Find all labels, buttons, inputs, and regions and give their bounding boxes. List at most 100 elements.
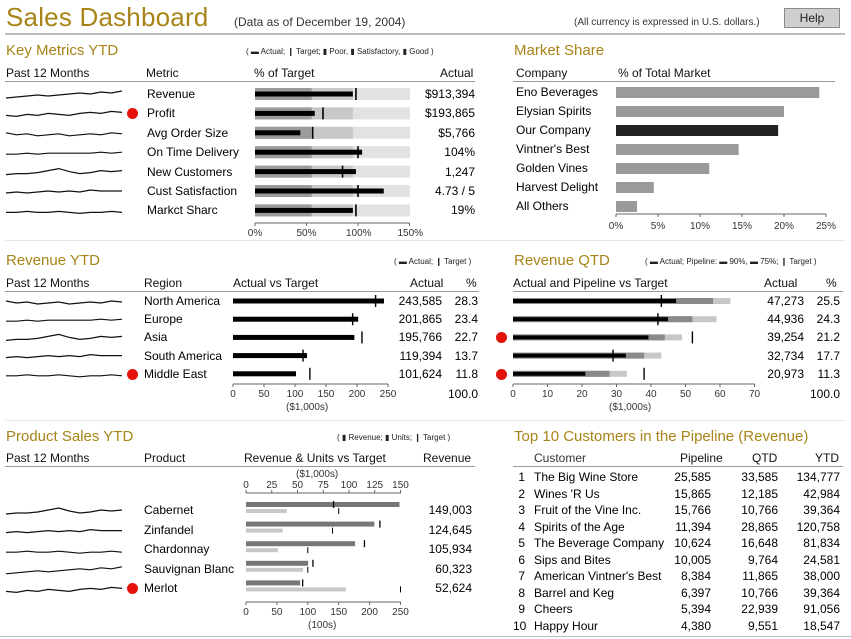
table-row[interactable]: 1 The Big Wine Store 25,585 33,585 134,777: [513, 470, 843, 486]
ms-header-rule: [513, 81, 835, 82]
ps-sparkline: [5, 528, 122, 534]
km-actual-bar: [255, 110, 315, 116]
km-sparkline: [5, 90, 123, 99]
tc-customer-name: American Vintner's Best: [534, 569, 662, 583]
tc-qtd-value: 28,865: [741, 519, 778, 534]
tc-ytd-value: 38,000: [803, 569, 840, 583]
rq-actual-value: 20,973: [767, 366, 804, 381]
revenue-qtd-title: Revenue QTD: [514, 252, 610, 269]
tc-col-ytd: YTD: [815, 451, 839, 465]
ry-pct-value: 23.4: [454, 312, 478, 327]
ry-col-past: Past 12 Months: [6, 276, 90, 290]
ry-sparkline: [5, 333, 123, 341]
ry-region-label: Europe: [144, 312, 183, 327]
ms-company-label: Golden Vines: [516, 161, 588, 175]
ps-revenue-value: 124,645: [428, 522, 472, 537]
alert-dot: [127, 368, 138, 380]
ps-revenue-bar: [246, 580, 301, 586]
ps-revenue-value: 60,323: [435, 561, 472, 576]
ry-actual-value: 101,624: [398, 366, 442, 381]
ps-sparkline: [5, 586, 123, 594]
ry-actual-bar: [233, 371, 297, 377]
km-axis-label: 100%: [346, 228, 372, 239]
ms-col-pct: % of Total Market: [618, 66, 711, 80]
tc-customer-name: Barrel and Keg: [534, 585, 615, 600]
ry-actual-bar: [233, 353, 308, 359]
product-sales-title: Product Sales YTD: [6, 428, 134, 445]
table-row[interactable]: 7 American Vintner's Best 8,384 11,865 38,00…: [513, 569, 843, 585]
rq-pct-value: 24.3: [816, 312, 840, 327]
table-row[interactable]: 5 The Beverage Company 10,624 16,648 81,834: [513, 536, 843, 552]
tc-pipeline-value: 8,384: [680, 569, 711, 583]
table-row[interactable]: 9 Cheers 5,394 22,939 91,056: [513, 602, 843, 618]
tc-qtd-value: 9,764: [747, 552, 778, 567]
km-sparkline: [5, 132, 123, 137]
ms-axis-label: 5%: [650, 221, 666, 232]
table-row[interactable]: 8 Barrel and Keg 6,397 10,766 39,364: [513, 586, 843, 602]
ps-bottom-axis-label: 100: [299, 607, 317, 618]
ry-region-label: North America: [144, 294, 221, 308]
ps-bottom-unit: (100s): [308, 620, 337, 631]
ry-actual-bar: [233, 298, 385, 304]
ps-units-bar: [246, 528, 283, 533]
tc-qtd-value: 33,585: [741, 470, 778, 484]
key-metrics-title: Key Metrics YTD: [6, 42, 119, 59]
ps-top-axis-label: 150: [392, 480, 409, 491]
tc-ytd-value: 81,834: [803, 536, 840, 550]
ps-sparkline: [6, 550, 123, 554]
tc-customer-name: Cheers: [534, 602, 573, 616]
ps-units-bar: [246, 587, 346, 592]
as-of-date: (Data as of December 19, 2004): [234, 15, 406, 29]
tc-pipeline-value: 6,397: [680, 585, 711, 600]
table-row[interactable]: 2 Wines 'R Us 15,865 12,185 42,984: [513, 487, 843, 503]
tc-ytd-value: 91,056: [803, 602, 840, 616]
table-row[interactable]: 3 Fruit of the Vine Inc. 15,766 10,766 39,36…: [513, 503, 843, 519]
tc-customer-name: Wines 'R Us: [534, 486, 600, 501]
rq-pct-value: 25.5: [816, 294, 840, 308]
table-row[interactable]: 4 Spirits of the Age 11,394 28,865 120,758: [513, 520, 843, 536]
tc-customer-name: The Big Wine Store: [534, 470, 639, 484]
ry-pct-value: 22.7: [454, 330, 478, 345]
help-button[interactable]: Help: [784, 8, 840, 28]
rq-total-pct: 100.0: [809, 387, 840, 401]
page-title: Sales Dashboard: [6, 2, 209, 32]
ry-pct-value: 28.3: [454, 294, 478, 308]
tc-rank: 8: [518, 585, 525, 600]
ms-share-bar: [616, 87, 820, 98]
ry-sparkline: [6, 318, 123, 322]
rq-axis-label: 70: [748, 389, 761, 400]
table-row[interactable]: 10 Happy Hour 4,380 9,551 18,547: [513, 619, 843, 635]
rq-actual-bar: [513, 353, 626, 358]
km-sparkline: [6, 210, 123, 215]
ry-sparkline: [5, 300, 123, 305]
rq-actual-value: 47,273: [767, 294, 804, 308]
ry-actual-value: 243,585: [398, 294, 442, 308]
rq-pct-value: 17.7: [816, 348, 840, 363]
ps-sparkline: [5, 507, 123, 515]
tc-customer-name: Fruit of the Vine Inc.: [534, 503, 642, 517]
tc-ytd-value: 134,777: [796, 470, 840, 484]
ry-col-region: Region: [144, 276, 183, 290]
ms-axis-label: 0%: [608, 221, 624, 232]
tc-pipeline-value: 10,624: [674, 536, 711, 550]
ps-col-past: Past 12 Months: [6, 451, 90, 465]
ry-pct-value: 13.7: [454, 348, 478, 363]
ps-col-ruvt: Revenue & Units vs Target: [244, 451, 386, 465]
km-sparkline: [6, 151, 123, 155]
alert-dot: [496, 332, 507, 344]
ps-bottom-axis-label: 250: [392, 607, 409, 618]
key-metrics-legend: ( ▬ Actual; ❙ Target; ▮ Poor, ▮ Satisfac…: [246, 47, 434, 56]
ps-top-axis-label: 50: [291, 480, 304, 491]
km-sparkline: [5, 110, 123, 118]
rq-actual-bar: [513, 299, 677, 303]
tc-customer-name: Spirits of the Age: [534, 519, 625, 534]
tc-pipeline-value: 15,865: [674, 486, 711, 501]
ms-axis-label: 15%: [731, 221, 752, 232]
km-metric-label: On Time Delivery: [147, 145, 240, 160]
tc-col-qtd: QTD: [752, 451, 778, 465]
table-row[interactable]: 6 Sips and Bites 10,005 9,764 24,581: [513, 553, 843, 569]
ps-revenue-value: 105,934: [428, 542, 472, 557]
rq-header-rule: [513, 291, 843, 292]
tc-customer-name: The Beverage Company: [534, 536, 665, 550]
km-metric-label: Avg Order Size: [147, 125, 229, 140]
